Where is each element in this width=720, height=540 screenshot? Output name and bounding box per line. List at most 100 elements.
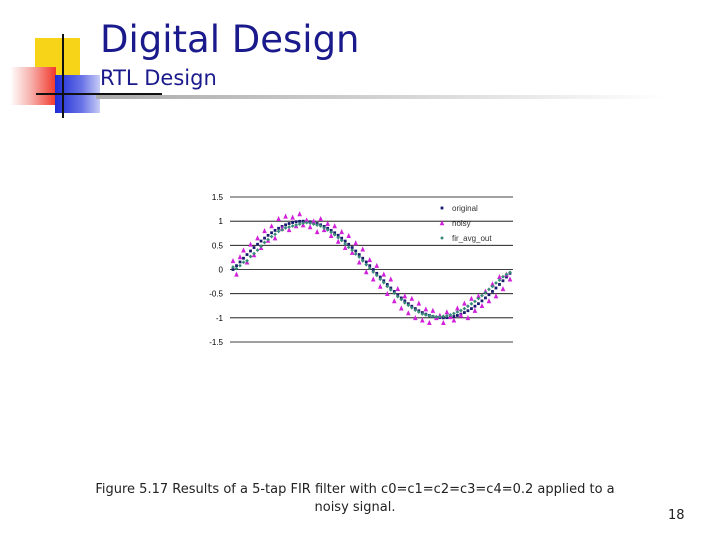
point-original [484,296,487,300]
point-original [498,283,501,286]
point-noisy [465,315,471,321]
point-fir-avg-out [392,291,397,296]
point-original [249,249,252,253]
legend-label: original [452,204,478,213]
point-noisy [384,290,390,296]
slide-subtitle: RTL Design [100,66,217,90]
point-original [501,279,505,283]
point-noisy [269,223,274,229]
point-noisy [304,217,309,223]
point-original [273,228,277,232]
point-fir-avg-out [248,254,253,259]
point-fir-avg-out [451,311,456,316]
point-fir-avg-out [238,263,242,268]
point-noisy [402,293,408,299]
point-noisy [409,295,415,301]
point-original [494,286,498,290]
point-fir-avg-out [459,308,463,313]
point-noisy [241,247,246,253]
point-noisy [377,283,383,289]
point-fir-avg-out [290,224,295,228]
point-fir-avg-out [269,234,274,239]
point-noisy [290,214,295,220]
point-noisy [469,295,474,301]
point-original [470,307,473,311]
point-noisy [328,232,334,238]
point-fir-avg-out [315,223,320,227]
point-original [368,264,372,268]
point-fir-avg-out [381,280,386,285]
point-noisy [455,305,460,311]
point-noisy [363,269,369,275]
point-fir-avg-out [508,270,512,275]
point-original [252,246,256,249]
legend-marker-original [440,206,444,210]
point-original [340,236,344,240]
legend-label: noisy [452,219,471,228]
point-noisy [441,319,446,325]
point-noisy [262,228,267,234]
point-original [357,253,361,256]
point-fir-avg-out [360,258,365,263]
point-fir-avg-out [430,314,435,319]
point-fir-avg-out [318,224,323,228]
point-fir-avg-out [473,299,477,304]
point-fir-avg-out [343,241,348,246]
point-original [480,299,484,303]
point-noisy [255,235,260,241]
point-noisy [335,238,341,244]
point-noisy [476,293,481,299]
point-fir-avg-out [462,306,467,311]
decor-red-block [10,67,56,105]
point-fir-avg-out [294,223,299,227]
point-fir-avg-out [297,222,302,226]
point-noisy [427,319,432,325]
point-noisy [406,310,411,316]
legend-marker-fir-avg-out [440,236,444,240]
figure-caption: Figure 5.17 Results of a 5-tap FIR filte… [95,482,615,515]
point-noisy [248,241,253,247]
point-original [378,275,382,279]
point-fir-avg-out [409,305,414,310]
point-original [256,242,259,246]
point-original [284,223,287,227]
point-fir-avg-out [494,281,498,285]
point-original [385,283,389,286]
point-original [463,311,466,314]
point-fir-avg-out [322,226,327,230]
point-fir-avg-out [364,262,369,267]
point-fir-avg-out [441,314,446,319]
y-tick-label: 0.5 [212,241,224,250]
point-noisy [374,262,380,268]
point-original [242,256,245,260]
point-fir-avg-out [480,293,484,298]
point-noisy [332,223,337,229]
point-fir-avg-out [231,265,235,269]
point-original [343,239,347,243]
point-fir-avg-out [504,272,509,277]
point-fir-avg-out [367,266,372,270]
point-original [487,293,491,297]
point-original [238,260,242,264]
point-noisy [430,307,436,313]
point-fir-avg-out [469,301,474,306]
point-original [347,242,351,246]
point-original [477,302,480,306]
point-fir-avg-out [434,314,439,319]
point-noisy [234,271,239,277]
point-fir-avg-out [483,290,488,295]
point-noisy [237,254,243,260]
point-fir-avg-out [416,310,421,314]
point-noisy [500,286,506,292]
legend-marker-noisy [439,220,445,226]
point-original [452,315,456,318]
slide-title: Digital Design [100,18,360,61]
point-noisy [311,218,316,224]
point-fir-avg-out [427,314,432,318]
point-fir-avg-out [262,240,267,245]
point-fir-avg-out [402,300,407,305]
point-original [491,290,494,293]
point-fir-avg-out [280,227,284,232]
point-noisy [391,298,397,304]
point-fir-avg-out [276,229,281,234]
